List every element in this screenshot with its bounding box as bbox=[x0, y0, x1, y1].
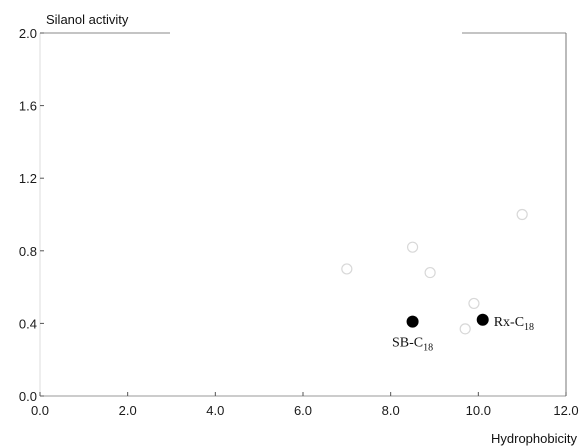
x-tick-label: 8.0 bbox=[382, 403, 400, 418]
y-axis-ticks: 0.0 0.4 0.8 1.2 1.6 2.0 bbox=[19, 26, 44, 404]
point-label: SB-C18 bbox=[392, 336, 433, 354]
y-tick-label: 0.0 bbox=[19, 389, 37, 404]
y-tick-label: 2.0 bbox=[19, 26, 37, 41]
data-points bbox=[341, 208, 528, 335]
open-data-point bbox=[468, 297, 480, 310]
x-tick-label: 12.0 bbox=[553, 403, 578, 418]
open-data-point bbox=[341, 263, 353, 275]
point-label-subscript: 18 bbox=[524, 322, 534, 333]
y-tick-label: 1.2 bbox=[19, 171, 37, 186]
filled-data-point bbox=[476, 313, 489, 326]
x-tick-label: 10.0 bbox=[466, 403, 491, 418]
x-axis-title: Hydrophobicity bbox=[491, 431, 577, 446]
x-tick-label: 6.0 bbox=[294, 403, 312, 418]
open-data-point bbox=[406, 241, 419, 253]
x-tick-label: 4.0 bbox=[206, 403, 224, 418]
x-tick-label: 0.0 bbox=[31, 403, 49, 418]
x-axis-ticks: 0.0 2.0 4.0 6.0 8.0 10.0 12.0 bbox=[31, 392, 579, 418]
y-tick-label: 0.8 bbox=[19, 244, 37, 259]
filled-data-point bbox=[406, 315, 419, 328]
open-data-point bbox=[424, 266, 436, 279]
plot-frame bbox=[39, 32, 567, 397]
point-label: Rx-C18 bbox=[494, 315, 534, 333]
y-axis-title: Silanol activity bbox=[46, 12, 129, 27]
y-tick-label: 1.6 bbox=[19, 99, 37, 114]
point-label-base: SB-C bbox=[392, 336, 423, 351]
point-label-base: Rx-C bbox=[494, 315, 524, 330]
open-data-point bbox=[516, 208, 528, 221]
y-tick-label: 0.4 bbox=[19, 316, 37, 331]
point-label-subscript: 18 bbox=[423, 343, 433, 354]
x-tick-label: 2.0 bbox=[119, 403, 137, 418]
open-data-point bbox=[459, 323, 471, 335]
